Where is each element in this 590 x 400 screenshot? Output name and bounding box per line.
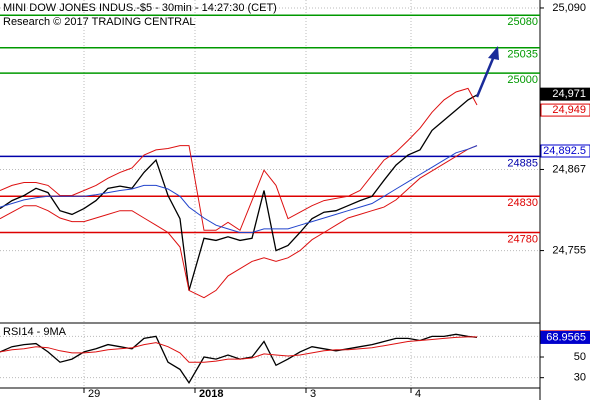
x-tick-label: 2018	[199, 388, 223, 400]
rsi-title: RSI14 - 9MA	[3, 326, 67, 338]
value-marker-box	[540, 87, 590, 101]
chart-title: MINI DOW JONES INDUS.-$5 - 30min - 14:27…	[3, 2, 277, 14]
value-marker-box	[540, 144, 590, 158]
level-label: 24885	[507, 157, 538, 169]
value-marker: 24,971	[540, 87, 590, 101]
value-marker-label: 24,949	[552, 104, 586, 116]
x-tick-label: 3	[310, 388, 316, 400]
series-line	[0, 94, 478, 291]
value-marker: 24,949	[540, 103, 590, 117]
value-marker: 24,892.5	[540, 144, 590, 158]
y-tick-label: 24,867	[552, 163, 586, 175]
value-marker-label: 24,971	[552, 88, 586, 100]
forecast-arrow	[475, 46, 499, 98]
value-marker-box	[540, 330, 590, 344]
level-label: 24780	[507, 233, 538, 245]
x-tick-label: 29	[88, 388, 100, 400]
series-line	[0, 336, 477, 363]
value-marker-label: 24,892.5	[543, 145, 586, 157]
y-tick-label: 25,090	[552, 2, 586, 14]
value-marker: 68.9565	[540, 330, 590, 344]
level-label: 25000	[507, 74, 538, 86]
y-tick-label: 24,755	[552, 244, 586, 256]
value-marker-label: 68.9565	[546, 331, 586, 343]
y-tick-label: 30	[574, 372, 586, 384]
level-label: 24830	[507, 197, 538, 209]
chart-subtitle: Research © 2017 TRADING CENTRAL	[3, 16, 196, 28]
series-line	[0, 145, 478, 299]
y-tick-label: 50	[574, 351, 586, 363]
series-line	[0, 87, 478, 232]
series-line	[0, 145, 478, 233]
level-label: 25080	[507, 16, 538, 28]
level-label: 25035	[507, 49, 538, 61]
x-tick-label: 4	[415, 388, 421, 400]
value-marker-box	[540, 103, 590, 117]
